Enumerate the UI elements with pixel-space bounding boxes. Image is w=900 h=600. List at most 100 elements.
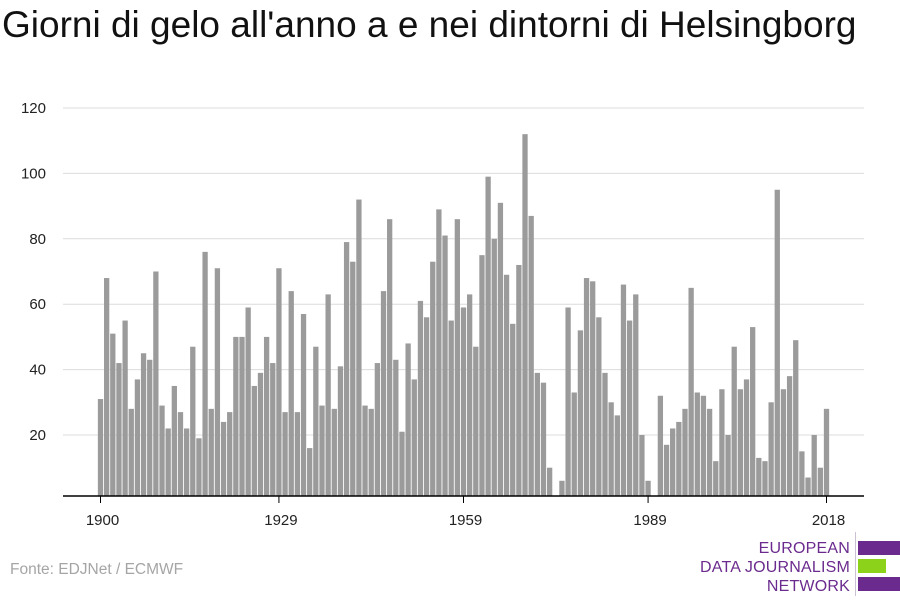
- bar-2004: [737, 389, 744, 496]
- bar-1947: [387, 219, 393, 496]
- bar-2014: [799, 451, 805, 496]
- bar-1944: [368, 408, 374, 496]
- bar-2000: [713, 461, 719, 496]
- bar-1957: [448, 320, 454, 496]
- axes: 20 40 60 80 100 120 1900 1929 1959 1989 2018: [21, 100, 864, 529]
- bar-2013: [793, 340, 799, 496]
- bar-1977: [571, 392, 577, 496]
- x-tick-label: 1989: [633, 512, 666, 529]
- bar-1981: [596, 317, 602, 496]
- bar-2005: [743, 379, 750, 496]
- bar-1987: [633, 294, 639, 496]
- bar-1914: [183, 428, 190, 496]
- bar-1956: [442, 235, 448, 496]
- bar-1931: [288, 291, 294, 496]
- bar-1925: [251, 385, 257, 496]
- bar-1967: [510, 323, 516, 496]
- bar-1932: [294, 412, 301, 496]
- bar-1998: [700, 395, 707, 496]
- bar-1959: [460, 307, 467, 496]
- logo-bar-purple-top: [858, 541, 900, 555]
- bar-1904: [122, 320, 128, 496]
- logo-bar-green: [858, 559, 886, 573]
- bar-1962: [479, 255, 485, 496]
- bar-1996: [688, 287, 694, 496]
- bar-1921: [227, 412, 233, 496]
- bar-1976: [565, 307, 571, 496]
- bar-1961: [473, 346, 479, 496]
- bar-1949: [399, 431, 405, 496]
- bar-1966: [503, 274, 510, 496]
- logo-divider: [855, 532, 856, 596]
- bar-1973: [546, 467, 553, 496]
- bar-1984: [614, 415, 620, 496]
- bar-2016: [811, 435, 817, 496]
- x-tick-label: 1929: [264, 512, 297, 529]
- bar-1982: [602, 372, 608, 496]
- bar-1919: [214, 268, 221, 496]
- bar-1948: [393, 359, 399, 496]
- bar-2015: [805, 477, 811, 496]
- bar-2009: [768, 402, 774, 496]
- bar-1920: [220, 421, 227, 496]
- bar-1928: [270, 363, 276, 496]
- bar-2008: [762, 461, 768, 496]
- bar-2001: [719, 389, 725, 496]
- bars: [97, 134, 830, 497]
- bar-1986: [626, 320, 633, 496]
- bar-1963: [485, 176, 491, 497]
- bar-2010: [774, 189, 780, 496]
- bar-1938: [331, 408, 337, 496]
- bar-2007: [756, 457, 762, 496]
- bar-1927: [263, 336, 270, 496]
- bar-1972: [540, 382, 547, 496]
- bar-2017: [817, 467, 823, 496]
- bar-1922: [233, 336, 239, 496]
- bar-1964: [491, 238, 497, 497]
- bar-1909: [153, 271, 159, 496]
- bar-2012: [786, 376, 793, 496]
- bar-1958: [454, 219, 460, 496]
- y-tick-label: 80: [29, 231, 46, 248]
- bar-1991: [657, 395, 664, 496]
- x-tick-label: 1900: [86, 512, 119, 529]
- bar-1933: [300, 314, 307, 496]
- bar-2011: [780, 389, 787, 496]
- bar-1916: [196, 438, 202, 496]
- bar-1969: [522, 134, 528, 496]
- bar-1902: [110, 333, 116, 496]
- bar-1939: [337, 366, 344, 496]
- y-tick-label: 100: [21, 165, 46, 182]
- bar-1946: [380, 291, 387, 496]
- bar-1965: [497, 202, 504, 496]
- bar-1905: [128, 408, 134, 496]
- bar-1930: [282, 412, 288, 496]
- y-tick-label: 60: [29, 296, 46, 313]
- bar-1952: [417, 300, 424, 496]
- bar-1940: [343, 242, 350, 496]
- bar-1997: [694, 392, 700, 496]
- y-tick-label: 120: [21, 100, 46, 117]
- bar-1980: [590, 281, 596, 496]
- bar-2003: [731, 346, 737, 496]
- bar-1951: [411, 379, 417, 496]
- x-tick-label: 1959: [449, 512, 482, 529]
- x-tick-label: 2018: [812, 512, 845, 529]
- bar-1992: [663, 444, 670, 496]
- bar-1999: [706, 408, 713, 496]
- bar-1970: [528, 215, 534, 496]
- bar-1985: [620, 284, 627, 496]
- bar-1913: [177, 412, 184, 496]
- bar-1918: [208, 408, 214, 496]
- bar-1953: [423, 317, 430, 496]
- bar-1911: [165, 428, 171, 496]
- bar-1901: [104, 278, 110, 496]
- bar-1978: [577, 330, 584, 496]
- bar-1915: [190, 346, 196, 496]
- bar-1906: [134, 379, 141, 496]
- logo-line-network: NETWORK: [766, 578, 850, 595]
- bar-1995: [682, 408, 688, 496]
- bar-1937: [325, 294, 331, 496]
- logo-line-data-journalism: DATA JOURNALISM: [700, 559, 850, 576]
